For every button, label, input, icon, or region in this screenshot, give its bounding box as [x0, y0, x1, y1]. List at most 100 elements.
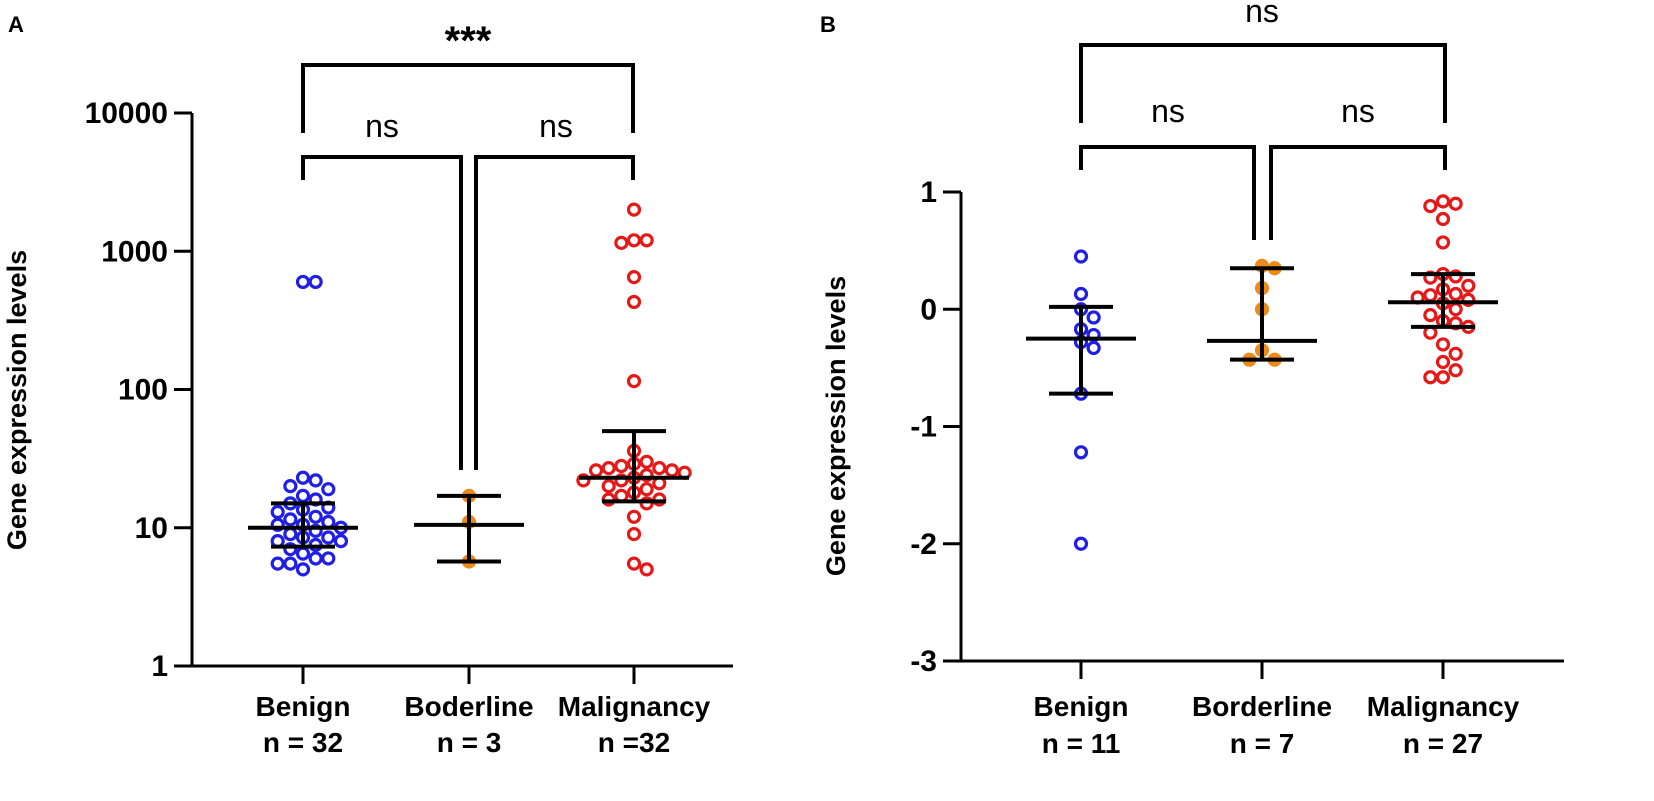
data-point-b-2-3: [1435, 211, 1451, 227]
data-point-a-2-12: [601, 461, 616, 476]
data-point-b-2-10: [1448, 286, 1463, 302]
data-point-a-2-10: [614, 458, 629, 474]
data-point-b-2-0: [1435, 194, 1451, 209]
n-label-borderline-b: n = 7: [1230, 728, 1295, 759]
data-point-b-0-10: [1073, 536, 1089, 551]
data-point-a-2-29: [626, 526, 642, 542]
category-label-borderline-b: Borderline: [1192, 691, 1332, 722]
data-point-b-0-3: [1086, 310, 1101, 325]
y-tick-label-b-1: -2: [910, 528, 937, 561]
data-point-a-0-28: [321, 551, 336, 566]
bracket-boderline-malignancy: [474, 155, 635, 470]
panel-a: A Gene expression levels 1 10 100 1000 10000…: [2, 12, 733, 758]
data-point-a-2-6: [626, 374, 642, 389]
data-point-a-2-13: [664, 463, 680, 478]
sig-label-boderline-malignancy: ns: [539, 108, 573, 144]
data-point-a-0-30: [270, 556, 285, 571]
data-point-a-2-11: [652, 461, 667, 476]
data-point-a-0-4: [283, 479, 298, 494]
n-label-malignancy: n =32: [598, 727, 670, 758]
panel-b: B Gene expression levels -3 -2 -1 0 1 ns ns …: [820, 0, 1564, 759]
data-point-b-2-2: [1423, 198, 1438, 214]
data-point-a-0-12: [308, 509, 323, 524]
y-tick-label-a-0: 1: [151, 650, 168, 683]
data-point-b-2-25: [1435, 370, 1451, 385]
data-point-a-2-5: [626, 294, 642, 310]
panel-b-error-bars: [1026, 266, 1498, 396]
y-tick-label-b-2: -1: [910, 411, 937, 444]
data-point-a-2-1: [626, 233, 642, 248]
data-point-b-2-8: [1461, 278, 1476, 293]
data-point-a-0-5: [321, 482, 336, 497]
bracket-borderline-malignancy-b: [1269, 145, 1447, 240]
n-label-boderline: n = 3: [437, 727, 502, 758]
bracket-benign-boderline: [301, 155, 463, 470]
panel-a-y-axis-label: Gene expression levels: [2, 250, 32, 550]
panel-a-error-bars: [248, 429, 689, 564]
data-point-a-0-0: [295, 274, 311, 290]
data-point-a-0-19: [283, 526, 298, 542]
data-point-a-0-29: [283, 556, 298, 571]
panel-b-x-ticks: [1079, 661, 1445, 679]
panel-a-y-ticks: 1 10 100 1000 10000: [85, 97, 192, 683]
data-point-b-2-15: [1448, 302, 1463, 317]
y-tick-label-a-4: 10000: [85, 97, 168, 130]
sig-label-benign-boderline: ns: [365, 108, 399, 144]
data-point-b-0-0: [1073, 249, 1089, 264]
data-point-a-0-23: [333, 534, 349, 549]
bracket-benign-borderline-b: [1079, 145, 1256, 240]
data-point-a-2-22: [639, 482, 654, 497]
panel-b-letter: B: [820, 12, 836, 37]
y-tick-label-a-2: 100: [118, 374, 168, 407]
data-point-b-2-26: [1423, 370, 1438, 385]
data-point-a-0-27: [308, 551, 323, 566]
data-point-b-0-1: [1073, 286, 1089, 302]
data-point-a-0-21: [321, 530, 336, 545]
panel-b-y-axis-label: Gene expression levels: [821, 276, 851, 576]
data-point-b-2-23: [1435, 354, 1451, 370]
y-tick-label-a-1: 10: [135, 512, 168, 545]
data-point-a-2-0: [626, 202, 642, 217]
data-point-b-0-9: [1073, 445, 1089, 460]
data-point-a-2-21: [601, 479, 616, 494]
data-point-a-2-8: [639, 454, 654, 469]
data-point-a-2-2: [639, 233, 654, 248]
panel-a-letter: A: [8, 12, 24, 37]
data-point-a-2-3: [614, 235, 629, 250]
panel-b-category-labels: Benign n = 11 Borderline n = 7 Malignanc…: [1034, 691, 1520, 759]
data-point-b-2-22: [1448, 346, 1463, 361]
data-point-b-2-4: [1435, 235, 1451, 250]
panel-a-significance-brackets: *** ns ns: [301, 19, 635, 470]
category-label-benign: Benign: [256, 691, 351, 722]
data-point-b-2-1: [1448, 196, 1463, 211]
bracket-benign-malignancy: [301, 63, 635, 133]
sig-label-benign-borderline-b: ns: [1151, 93, 1185, 129]
data-point-b-2-21: [1435, 337, 1451, 352]
category-label-boderline: Boderline: [404, 691, 533, 722]
data-point-b-2-24: [1448, 363, 1463, 378]
data-point-a-0-3: [308, 473, 323, 488]
panel-a-points: [270, 202, 692, 577]
data-point-a-2-28: [626, 509, 642, 524]
data-point-a-0-26: [295, 546, 311, 561]
panel-b-points: [1073, 194, 1476, 551]
y-tick-label-b-3: 0: [920, 293, 937, 326]
panel-a-category-labels: Benign n = 32 Boderline n = 3 Malignancy…: [256, 691, 711, 758]
data-point-a-0-11: [270, 504, 285, 520]
data-point-a-0-6: [295, 488, 311, 503]
n-label-malignancy-b: n = 27: [1403, 728, 1483, 759]
panel-b-significance-brackets: ns ns ns: [1079, 0, 1447, 240]
panel-a-x-ticks: [301, 666, 636, 684]
sig-label-benign-malignancy-b: ns: [1245, 0, 1279, 29]
data-point-a-2-30: [626, 556, 642, 571]
data-point-b-2-11: [1423, 288, 1438, 303]
data-point-a-0-2: [295, 470, 311, 485]
n-label-benign: n = 32: [263, 727, 343, 758]
panel-b-y-ticks: -3 -2 -1 0 1: [910, 176, 961, 678]
sig-label-borderline-malignancy-b: ns: [1341, 93, 1375, 129]
data-point-a-2-31: [639, 562, 654, 577]
y-tick-label-b-4: 1: [920, 176, 937, 209]
data-point-a-2-4: [626, 270, 642, 285]
data-point-b-2-20: [1423, 325, 1438, 340]
